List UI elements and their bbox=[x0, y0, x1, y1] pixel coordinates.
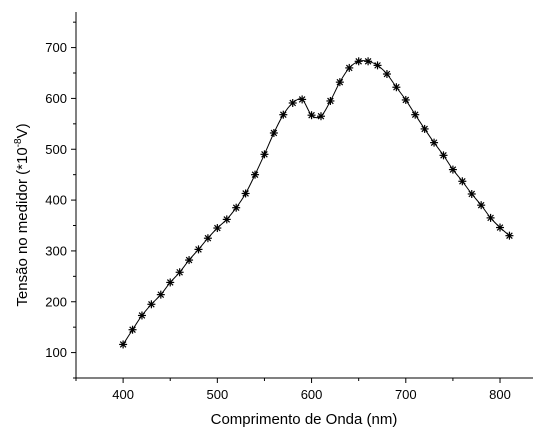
plot-frame bbox=[75, 12, 533, 379]
data-point-marker bbox=[382, 70, 391, 79]
data-point-marker bbox=[203, 234, 212, 243]
data-point-marker bbox=[411, 110, 420, 119]
data-point-marker bbox=[448, 165, 457, 174]
data-point-marker bbox=[260, 150, 269, 159]
data-point-marker bbox=[439, 151, 448, 160]
data-point-marker bbox=[156, 290, 165, 299]
x-axis-label: Comprimento de Onda (nm) bbox=[211, 411, 398, 428]
data-point-marker bbox=[345, 63, 354, 72]
data-point-marker bbox=[119, 340, 128, 349]
y-axis-label: Tensão no medidor (*10-8V) bbox=[13, 123, 31, 306]
y-axis: 100 200 300 400 500 600 700 bbox=[45, 21, 76, 379]
data-point-marker bbox=[251, 170, 260, 179]
data-point-marker bbox=[232, 203, 241, 212]
x-tick-label: 700 bbox=[395, 387, 417, 402]
x-tick-label: 500 bbox=[206, 387, 228, 402]
data-point-marker bbox=[298, 95, 307, 104]
x-tick-label: 600 bbox=[301, 387, 323, 402]
data-point-marker bbox=[458, 177, 467, 186]
data-point-marker bbox=[175, 268, 184, 277]
data-point-marker bbox=[430, 138, 439, 147]
data-point-marker bbox=[486, 213, 495, 222]
y-tick-label: 400 bbox=[45, 193, 67, 208]
data-point-marker bbox=[137, 311, 146, 320]
y-tick-label: 200 bbox=[45, 294, 67, 309]
data-point-marker bbox=[241, 189, 250, 198]
y-tick-label: 100 bbox=[45, 345, 67, 360]
data-point-marker bbox=[316, 112, 325, 121]
series bbox=[119, 57, 514, 349]
y-axis-label-main: Tensão no medidor (*10 bbox=[14, 147, 31, 306]
data-point-marker bbox=[401, 95, 410, 104]
data-point-marker bbox=[279, 110, 288, 119]
data-point-marker bbox=[213, 224, 222, 233]
data-point-marker bbox=[326, 96, 335, 105]
data-point-marker bbox=[364, 57, 373, 66]
data-point-marker bbox=[194, 245, 203, 254]
y-axis-label-exponent: -8 bbox=[13, 138, 24, 147]
y-axis-label-unit: V) bbox=[14, 123, 31, 138]
data-point-marker bbox=[496, 223, 505, 232]
data-point-marker bbox=[335, 78, 344, 87]
data-point-marker bbox=[505, 231, 514, 240]
x-tick-label: 400 bbox=[112, 387, 134, 402]
y-tick-label: 500 bbox=[45, 142, 67, 157]
data-point-marker bbox=[477, 201, 486, 210]
y-tick-label: 600 bbox=[45, 91, 67, 106]
y-tick-label: 300 bbox=[45, 243, 67, 258]
data-point-marker bbox=[288, 98, 297, 107]
x-tick-label: 800 bbox=[489, 387, 511, 402]
data-point-marker bbox=[307, 111, 316, 120]
data-point-marker bbox=[354, 57, 363, 66]
data-point-marker bbox=[467, 189, 476, 198]
data-point-marker bbox=[420, 124, 429, 133]
data-point-marker bbox=[269, 128, 278, 137]
data-point-marker bbox=[185, 256, 194, 265]
series-line bbox=[122, 60, 510, 345]
data-point-marker bbox=[392, 83, 401, 92]
x-axis: 400 500 600 700 800 bbox=[75, 378, 511, 402]
data-point-marker bbox=[147, 300, 156, 309]
data-point-marker bbox=[222, 215, 231, 224]
data-point-marker bbox=[166, 278, 175, 287]
y-tick-label: 700 bbox=[45, 40, 67, 55]
data-point-marker bbox=[373, 61, 382, 70]
data-point-marker bbox=[128, 325, 137, 334]
